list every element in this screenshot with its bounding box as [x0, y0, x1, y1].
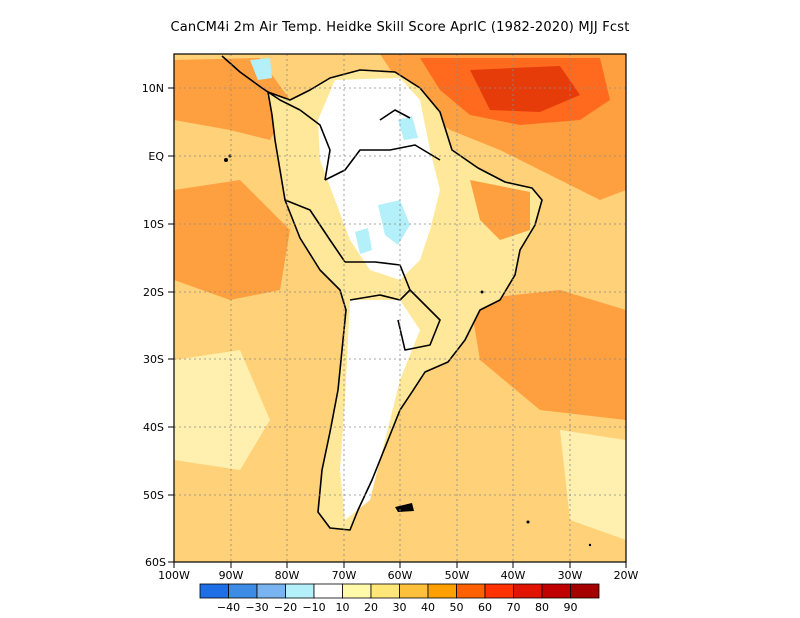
lat-lon-gridlines [174, 54, 626, 562]
lon-label: 60W [388, 569, 413, 582]
colorbar-label: 60 [478, 601, 492, 614]
colorbar-label: 40 [421, 601, 435, 614]
colorbar-swatch [513, 583, 543, 599]
map-title: CanCM4i 2m Air Temp. Heidke Skill Score … [170, 20, 630, 35]
colorbar-label: 70 [507, 601, 521, 614]
lat-label: 50S [143, 489, 164, 502]
map-field [174, 54, 626, 562]
lon-label: 80W [275, 569, 300, 582]
colorbar-label: −30 [245, 601, 268, 614]
colorbar-label: 90 [564, 601, 578, 614]
pale-ocean-patches [174, 350, 626, 540]
colorbar-swatch [399, 583, 429, 599]
colorbar-swatch [228, 583, 258, 599]
colorbar-label: −10 [302, 601, 325, 614]
colorbar-label: 80 [535, 601, 549, 614]
colorbar-label: 20 [364, 601, 378, 614]
north-atlantic-hottest-zone [470, 66, 580, 112]
axis-ticks [168, 87, 627, 568]
colorbar-swatch [370, 583, 400, 599]
colorbar: −40 −30 −20 −10 10 20 30 40 50 60 70 80 90 [199, 583, 600, 614]
colorbar-swatch [342, 583, 372, 599]
south-atlantic-hot-zone [470, 290, 626, 420]
lon-label: 90W [219, 569, 244, 582]
lat-label: 10N [142, 82, 164, 95]
colorbar-label: −40 [217, 601, 240, 614]
lat-label: EQ [148, 150, 164, 163]
colorbar-swatch [570, 583, 600, 599]
lon-label: 40W [501, 569, 526, 582]
lon-label: 30W [558, 569, 583, 582]
lon-label: 70W [332, 569, 357, 582]
lat-label: 30S [143, 353, 164, 366]
lat-label: 40S [143, 421, 164, 434]
lon-label: 20W [614, 569, 639, 582]
lat-label: 10S [143, 218, 164, 231]
lon-label: 100W [158, 569, 190, 582]
pacific-hot-zone-south [174, 180, 290, 300]
colorbar-label: −20 [274, 601, 297, 614]
latitude-labels: 10N EQ 10S 20S 30S 40S 50S 60S [142, 82, 166, 569]
lat-label: 60S [145, 556, 166, 569]
colorbar-swatch [285, 583, 315, 599]
lon-label: 50W [445, 569, 470, 582]
colorbar-label: 10 [336, 601, 350, 614]
lat-label: 20S [143, 286, 164, 299]
coastlines-and-borders [221, 55, 543, 531]
negative-skill-patch-3 [398, 116, 418, 140]
colorbar-swatch [427, 583, 457, 599]
negative-skill-patch-4 [250, 58, 272, 80]
colorbar-label: 50 [450, 601, 464, 614]
colorbar-swatch [313, 583, 343, 599]
brazil-hot-zone [470, 180, 530, 240]
negative-skill-patch-1 [378, 200, 410, 245]
colorbar-swatch [256, 583, 286, 599]
colorbar-label: 30 [393, 601, 407, 614]
colorbar-swatch [199, 583, 229, 599]
colorbar-swatch [484, 583, 514, 599]
negative-skill-patch-2 [355, 228, 372, 254]
longitude-labels: 100W 90W 80W 70W 60W 50W 40W 30W 20W [158, 569, 638, 582]
colorbar-swatch [456, 583, 486, 599]
colorbar-swatch [541, 583, 571, 599]
